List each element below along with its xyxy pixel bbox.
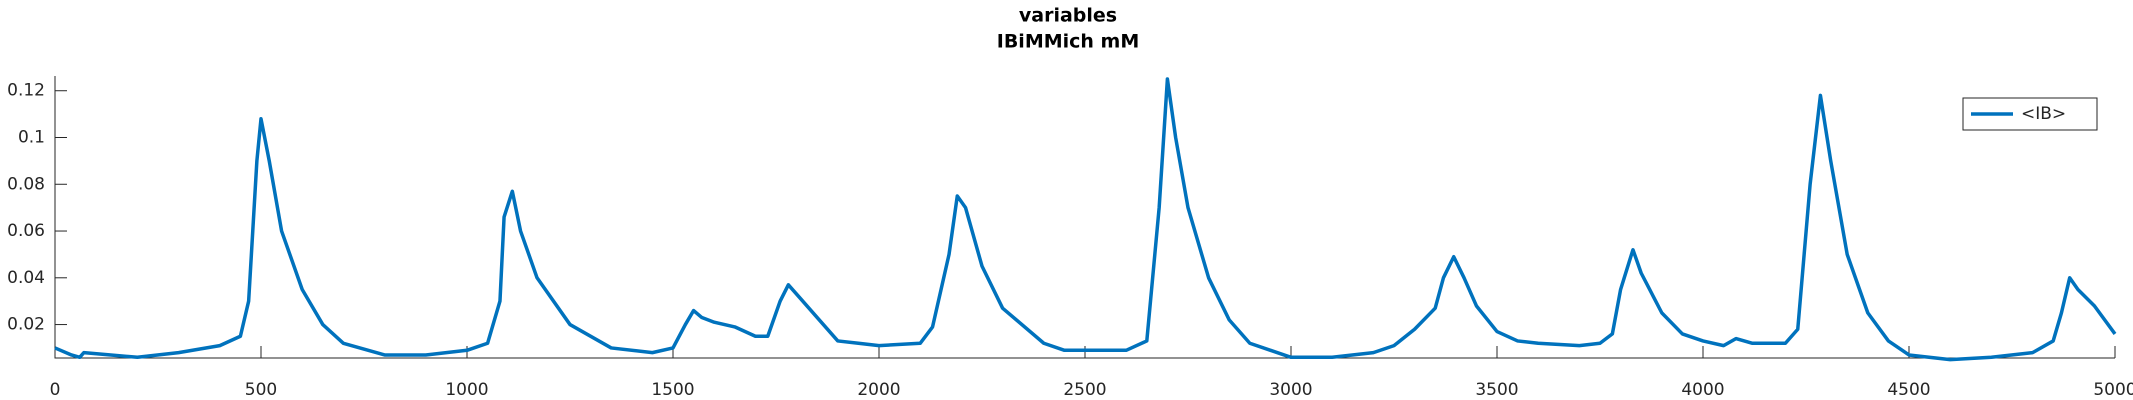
y-tick-label: 0.06 xyxy=(7,221,45,241)
x-tick-label: 1500 xyxy=(651,380,694,400)
x-tick-label: 0 xyxy=(50,380,61,400)
y-tick-label: 0.1 xyxy=(18,127,45,147)
y-tick-label: 0.12 xyxy=(7,81,45,101)
legend-label: <IB> xyxy=(2021,104,2066,124)
chart-title: variables xyxy=(1019,5,1117,27)
x-tick-label: 4500 xyxy=(1887,380,1930,400)
chart-subtitle: IBiMMich mM xyxy=(997,31,1140,53)
x-tick-label: 1000 xyxy=(445,380,488,400)
data-line xyxy=(54,77,2117,362)
x-tick-label: 500 xyxy=(245,380,277,400)
y-tick-label: 0.04 xyxy=(7,268,45,288)
x-tick-label: 5000 xyxy=(2093,380,2133,400)
x-tick-label: 4000 xyxy=(1681,380,1724,400)
legend-box xyxy=(1962,97,2098,131)
x-tick-label: 3000 xyxy=(1269,380,1312,400)
y-tick-label: 0.08 xyxy=(7,174,45,194)
y-tick-label: 0.02 xyxy=(7,315,45,335)
x-tick-label: 2000 xyxy=(857,380,900,400)
x-tick-label: 3500 xyxy=(1475,380,1518,400)
x-tick-label: 2500 xyxy=(1063,380,1106,400)
